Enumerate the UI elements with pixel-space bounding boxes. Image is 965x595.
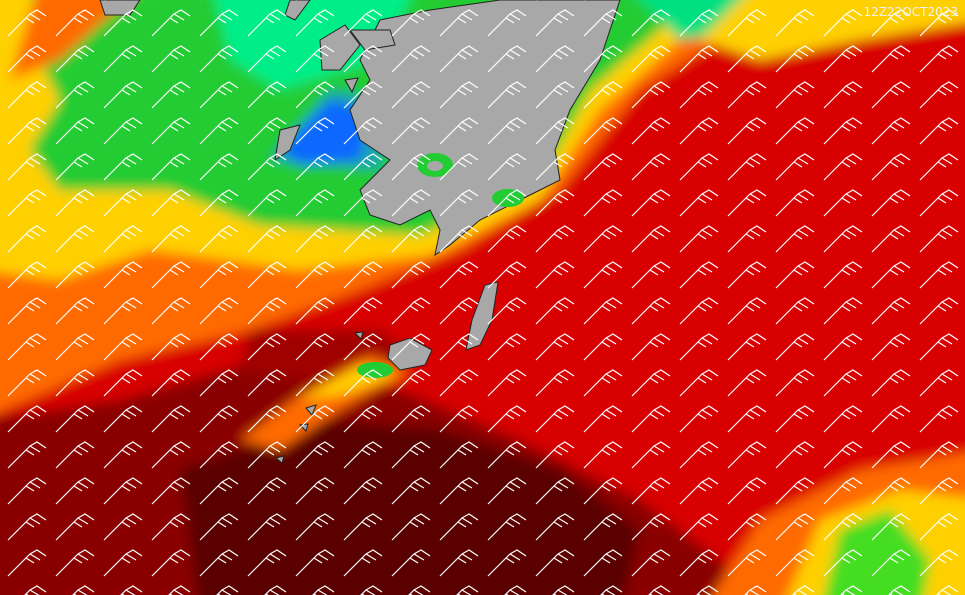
timestamp: 12Z22OCT2023 xyxy=(864,5,958,19)
